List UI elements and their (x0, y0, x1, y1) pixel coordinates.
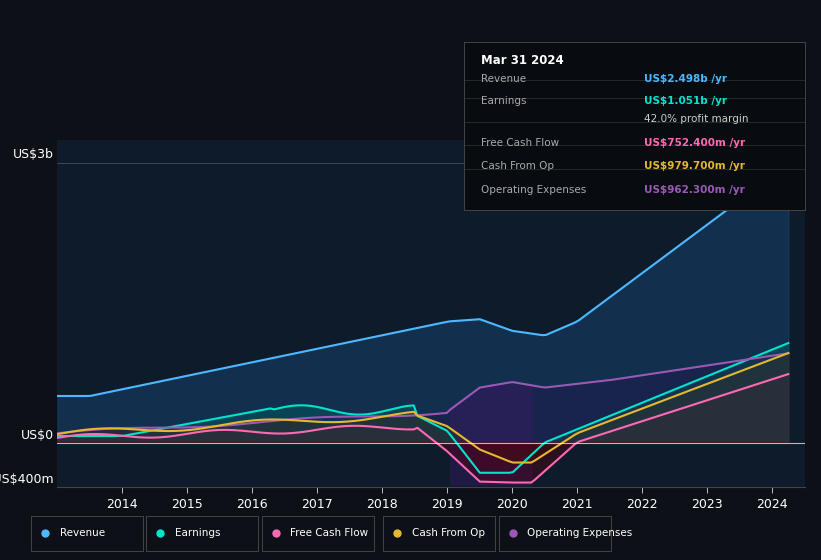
Text: Free Cash Flow: Free Cash Flow (291, 529, 369, 538)
Text: Revenue: Revenue (60, 529, 105, 538)
Text: Earnings: Earnings (481, 96, 526, 106)
Text: Cash From Op: Cash From Op (412, 529, 485, 538)
Text: US$1.051b /yr: US$1.051b /yr (644, 96, 727, 106)
FancyBboxPatch shape (383, 516, 495, 551)
FancyBboxPatch shape (146, 516, 259, 551)
Text: Free Cash Flow: Free Cash Flow (481, 138, 559, 148)
Text: 42.0% profit margin: 42.0% profit margin (644, 114, 749, 124)
FancyBboxPatch shape (498, 516, 611, 551)
Text: -US$400m: -US$400m (0, 473, 53, 486)
Text: Revenue: Revenue (481, 74, 526, 84)
FancyBboxPatch shape (31, 516, 143, 551)
Text: US$752.400m /yr: US$752.400m /yr (644, 138, 745, 148)
Text: US$0: US$0 (21, 428, 53, 442)
Text: US$979.700m /yr: US$979.700m /yr (644, 161, 745, 171)
FancyBboxPatch shape (262, 516, 374, 551)
Text: Cash From Op: Cash From Op (481, 161, 554, 171)
Text: US$2.498b /yr: US$2.498b /yr (644, 74, 727, 84)
Text: Mar 31 2024: Mar 31 2024 (481, 54, 564, 67)
Text: Earnings: Earnings (175, 529, 221, 538)
Text: Operating Expenses: Operating Expenses (481, 185, 586, 195)
Text: Operating Expenses: Operating Expenses (527, 529, 632, 538)
Text: US$962.300m /yr: US$962.300m /yr (644, 185, 745, 195)
Text: US$3b: US$3b (13, 148, 53, 161)
